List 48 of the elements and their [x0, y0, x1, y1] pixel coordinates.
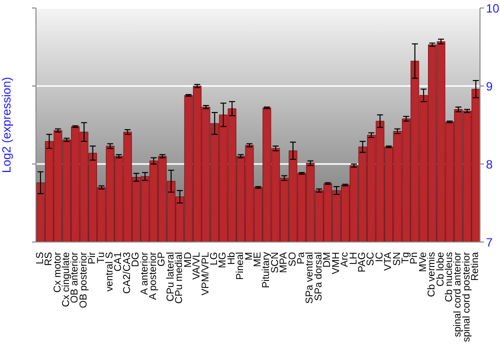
x-tick-label: MVe [418, 252, 429, 272]
y-tick-label: 9 [486, 79, 493, 94]
y-tick-label: 10 [486, 1, 500, 16]
x-tick-label: SC [366, 252, 377, 266]
x-tick-label: RS [44, 252, 55, 266]
x-tick-label: VMH [330, 252, 342, 274]
x-tick-label: VPM/VPL [200, 252, 212, 296]
x-tick-label: SCN [270, 252, 281, 274]
x-tick-label: IC [374, 252, 386, 262]
x-tick-label: LG [208, 252, 220, 266]
x-tick-label: DG [130, 252, 142, 267]
y-tick-label: 7 [486, 235, 493, 250]
y-tick-label: 8 [486, 157, 493, 172]
x-tick-label: Tg [400, 252, 412, 264]
x-tick-label: SPa dorsal [313, 252, 324, 301]
y-axis-title: Log2 (expression) [0, 76, 14, 174]
x-tick-label: CA2/CA3 [122, 252, 133, 294]
x-tick-label: Tu [96, 252, 107, 264]
x-tick-label: ventral S [104, 252, 116, 292]
x-tick-label: Pir [87, 251, 98, 264]
x-tick-label: OB anterior [70, 251, 81, 304]
x-tick-label: MPA [278, 252, 290, 273]
x-tick-label: A anterior [139, 251, 150, 295]
x-tick-label: spinal cord anterior [452, 251, 464, 338]
x-tick-label: Cb lobe [435, 252, 446, 286]
x-tick-label: ME [252, 252, 264, 267]
x-tick-label: GP [156, 252, 168, 266]
x-tick-label: SO [287, 252, 298, 266]
x-tick-label: LS [34, 252, 46, 264]
x-tick-label: CPu medial [174, 252, 186, 304]
x-tick-label: DM [322, 252, 334, 268]
x-tick-label: spinal cord posterior [461, 251, 472, 342]
x-tick-label: LH [348, 252, 360, 265]
x-tick-label: A posterior [148, 251, 160, 300]
x-tick-label: M [244, 252, 255, 260]
x-tick-label: Arc [340, 252, 351, 267]
x-tick-label: Pineal [235, 252, 246, 280]
x-tick-label: OB posterior [78, 251, 90, 308]
x-tick-label: PAG [356, 252, 368, 272]
x-tick-label: Pn [409, 252, 420, 264]
x-tick-label: CPu lateral [165, 252, 176, 302]
x-tick-label: Retina [470, 252, 482, 281]
x-tick-label: Cx cingulate [60, 252, 72, 308]
x-tick-label: CA1 [113, 252, 124, 272]
x-tick-label: Hb [226, 252, 238, 265]
x-tick-label: SN [392, 252, 403, 266]
x-tick-label: Pituitary [261, 252, 272, 288]
x-tick-label: VTA [383, 252, 394, 271]
